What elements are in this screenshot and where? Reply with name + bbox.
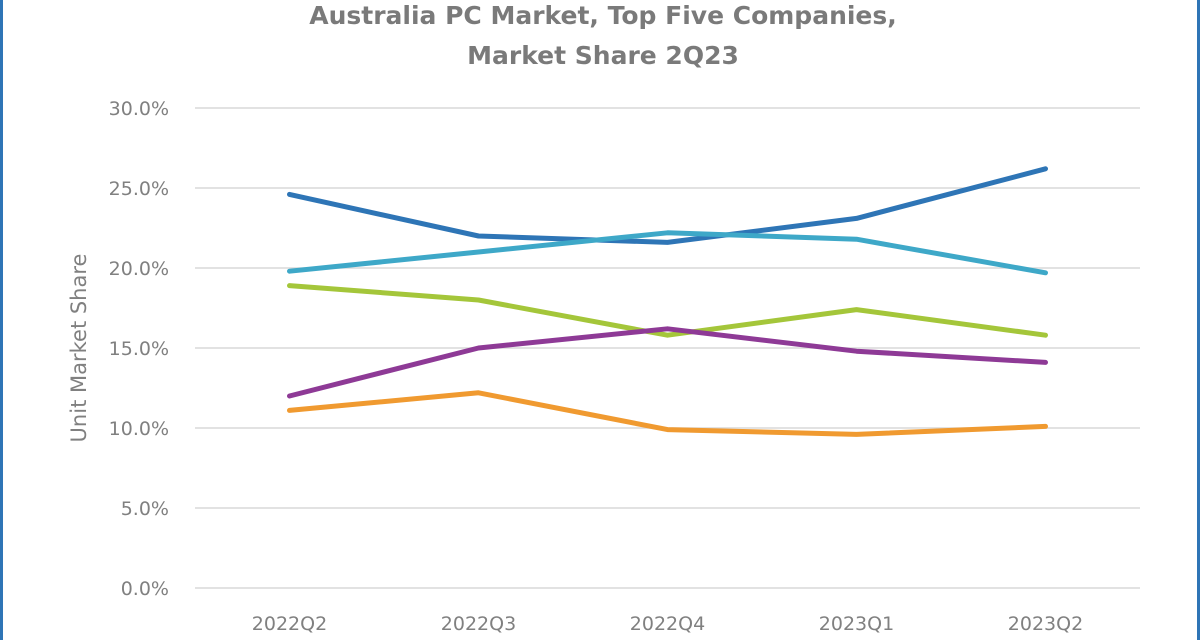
series-lines [287, 166, 1048, 437]
y-tick-label: 10.0% [109, 418, 169, 440]
y-tick-label: 25.0% [109, 178, 169, 200]
y-tick-label: 20.0% [109, 258, 169, 280]
y-tick-label: 30.0% [109, 98, 169, 120]
chart-title-line-2: Market Share 2Q23 [467, 41, 739, 70]
y-axis-ticks: 0.0% 5.0% 10.0% 15.0% 20.0% 25.0% 30.0% [109, 98, 169, 600]
x-tick-label: 2023Q1 [819, 613, 894, 635]
y-tick-label: 0.0% [121, 578, 169, 600]
series-line-4 [287, 326, 1048, 399]
y-tick-label: 15.0% [109, 338, 169, 360]
x-tick-label: 2022Q4 [630, 613, 705, 635]
x-tick-label: 2023Q2 [1008, 613, 1083, 635]
chart-title-line-1: Australia PC Market, Top Five Companies, [309, 1, 897, 30]
series-line-2 [287, 230, 1048, 276]
x-tick-label: 2022Q3 [441, 613, 516, 635]
x-axis-ticks: 2022Q2 2022Q3 2022Q4 2023Q1 2023Q2 [252, 613, 1083, 635]
y-tick-label: 5.0% [121, 498, 169, 520]
x-tick-label: 2022Q2 [252, 613, 327, 635]
y-axis-title: Unit Market Share [67, 254, 91, 443]
